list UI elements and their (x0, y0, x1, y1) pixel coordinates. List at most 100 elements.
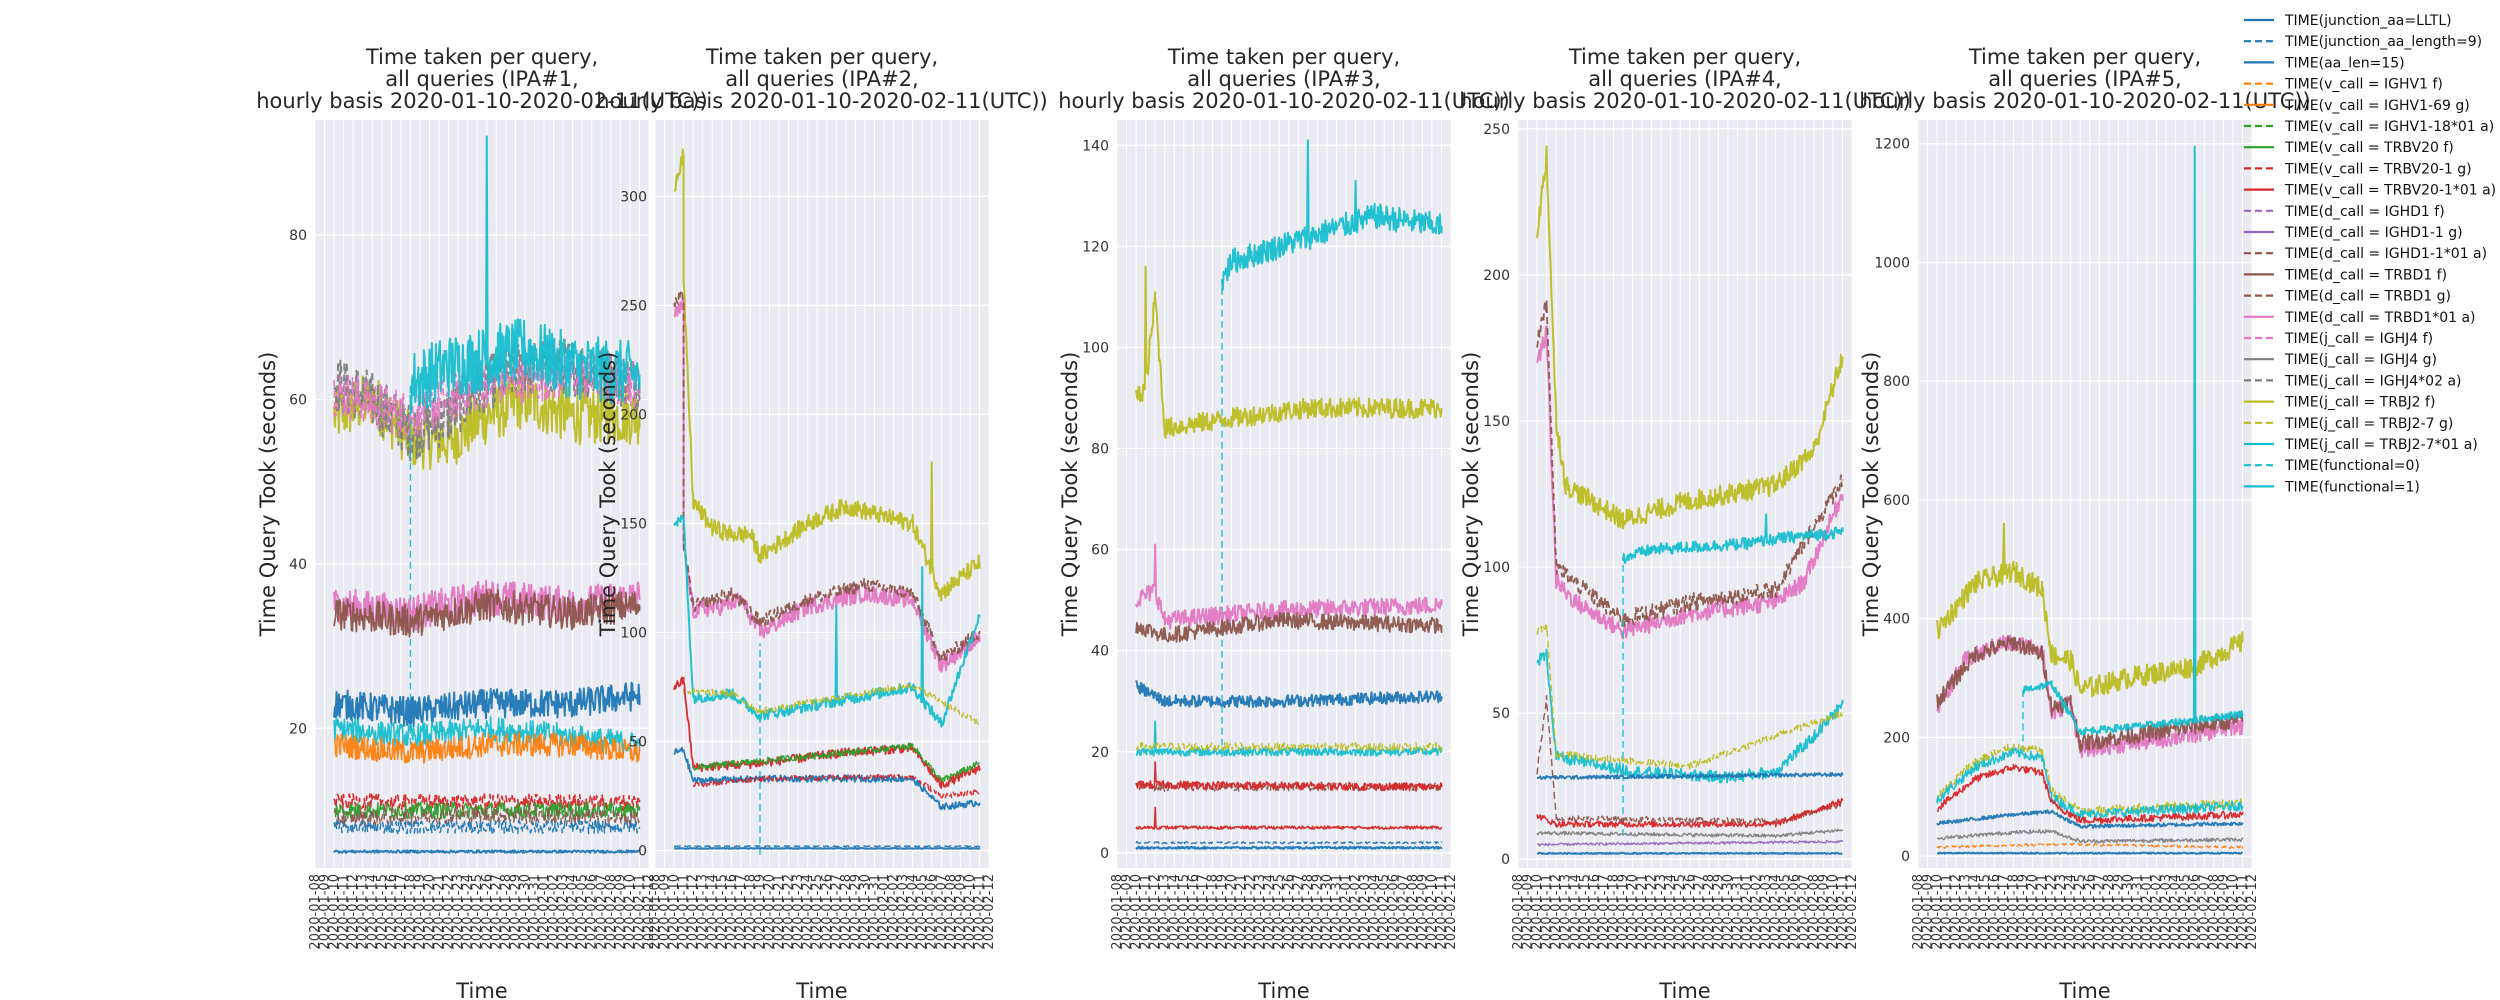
series-line-4 (409, 135, 641, 414)
legend-item: TIME(j_call = TRBJ2-7 g) (2284, 416, 2453, 432)
x-tick-label: 2020-01-11 (1139, 874, 1154, 950)
series-line-11 (333, 793, 641, 812)
x-tick-label: 2020-01-17 (734, 874, 749, 950)
x-tick-label: 2020-01-22 (1645, 874, 1660, 950)
legend-item: TIME(d_call = TRBD1*01 a) (2284, 310, 2476, 326)
legend-item: TIME(d_call = IGHD1-1 g) (2284, 225, 2463, 241)
x-tick-label: 2020-01-16 (1186, 874, 1201, 950)
x-tick-label: 2020-01-31 (2130, 874, 2145, 950)
legend-item: TIME(v_call = TRBV20-1 g) (2284, 161, 2472, 177)
panel-2: 2020-01-082020-01-092020-01-102020-01-11… (596, 45, 1048, 1000)
legend-item: TIME(d_call = IGHD1 f) (2284, 204, 2445, 220)
x-tick-label: 2020-01-24 (2064, 874, 2079, 950)
plot-area (1117, 120, 1451, 868)
x-tick-label: 2020-01-08 (308, 874, 323, 950)
y-axis-label: Time Query Took (seconds) (1058, 352, 1082, 638)
legend-item: TIME(j_call = IGHJ4 g) (2284, 352, 2437, 368)
x-tick-label: 2020-02-12 (982, 874, 997, 950)
x-tick-label: 2020-01-23 (1253, 874, 1268, 950)
y-tick-label: 400 (1883, 612, 1910, 628)
x-tick-label: 2020-01-18 (2006, 874, 2021, 950)
x-tick-label: 2020-02-02 (1750, 874, 1765, 950)
series-line-7 (1536, 622, 1844, 770)
legend-item: TIME(junction_aa=LLTL) (2284, 13, 2452, 29)
x-tick-label: 2020-01-10 (1530, 874, 1545, 950)
x-tick-label: 2020-01-26 (1683, 874, 1698, 950)
y-tick-label: 50 (1492, 706, 1510, 722)
x-tick-label: 2020-02-02 (1349, 874, 1364, 950)
x-tick-label: 2020-02-11 (632, 874, 647, 950)
panel-3: 2020-01-082020-01-092020-01-102020-01-11… (1058, 45, 1510, 1000)
x-tick-label: 2020-01-25 (1272, 874, 1287, 950)
legend-item: TIME(v_call = IGHV1 f) (2284, 77, 2443, 93)
x-tick-label: 2020-02-11 (972, 874, 987, 950)
series-line-7 (1936, 747, 2244, 819)
y-tick-label: 60 (1091, 543, 1109, 559)
x-tick-label: 2020-01-17 (1997, 874, 2012, 950)
x-tick-label: 2020-02-12 (2245, 874, 2260, 950)
y-tick-label: 800 (1883, 374, 1910, 390)
x-tick-label: 2020-01-29 (1310, 874, 1325, 950)
series-line-10 (1936, 829, 2244, 844)
x-tick-label: 2020-02-10 (623, 874, 638, 950)
y-tick-label: 20 (289, 721, 307, 737)
panel-title: Time taken per query, (1968, 45, 2201, 69)
x-tick-label: 2020-02-09 (1816, 874, 1831, 950)
y-axis-label: Time Query Took (seconds) (256, 352, 280, 638)
x-tick-label: 2020-01-13 (696, 874, 711, 950)
x-axis-label: Time (2058, 979, 2110, 1000)
series-line-3 (1536, 300, 1844, 627)
series-line-7 (333, 588, 641, 638)
x-tick-label: 2020-01-24 (1263, 874, 1278, 950)
x-tick-label: 2020-01-25 (810, 874, 825, 950)
series-line-3 (1135, 265, 1443, 439)
x-tick-label: 2020-02-01 (2140, 874, 2155, 950)
y-tick-label: 60 (289, 392, 307, 408)
x-tick-label: 2020-01-16 (1987, 874, 2002, 950)
x-tick-label: 2020-01-19 (753, 874, 768, 950)
series-line-13 (1135, 845, 1443, 850)
x-tick-label: 2020-01-19 (1215, 874, 1230, 950)
x-tick-label: 2020-02-05 (575, 874, 590, 950)
panel-title: Time taken per query, (705, 45, 938, 69)
panel-title: hourly basis 2020-01-10-2020-02-11(UTC)) (1859, 89, 2311, 113)
panel-title: Time taken per query, (365, 45, 598, 69)
y-tick-label: 150 (1483, 414, 1510, 430)
series-line-1 (673, 148, 981, 602)
x-tick-label: 2020-01-11 (1540, 874, 1555, 950)
x-tick-label: 2020-02-02 (887, 874, 902, 950)
series-line-8 (1536, 772, 1844, 780)
x-tick-label: 2020-01-09 (1120, 874, 1135, 950)
x-tick-label: 2020-01-08 (1110, 874, 1125, 950)
x-tick-label: 2020-01-30 (518, 874, 533, 950)
series-line-6 (682, 682, 981, 726)
legend-item: TIME(v_call = TRBV20 f) (2284, 140, 2454, 156)
x-tick-label: 2020-02-04 (566, 874, 581, 950)
x-axis-label: Time (455, 979, 507, 1000)
legend-item: TIME(v_call = IGHV1-69 g) (2284, 98, 2470, 114)
x-tick-label: 2020-02-07 (2197, 874, 2212, 950)
y-tick-label: 100 (1483, 560, 1510, 576)
x-tick-label: 2020-01-22 (2045, 874, 2060, 950)
x-tick-label: 2020-02-03 (896, 874, 911, 950)
panel-1: 2020-01-082020-01-092020-01-102020-01-11… (256, 45, 708, 1000)
x-tick-label: 2020-02-01 (1740, 874, 1755, 950)
x-tick-label: 2020-01-28 (839, 874, 854, 950)
legend-item: TIME(d_call = IGHD1-1*01 a) (2284, 246, 2487, 262)
x-tick-label: 2020-02-10 (963, 874, 978, 950)
x-tick-label: 2020-02-05 (2178, 874, 2193, 950)
x-tick-label: 2020-01-10 (1930, 874, 1945, 950)
x-tick-label: 2020-02-04 (2169, 874, 2184, 950)
panel-title: Time taken per query, (1568, 45, 1801, 69)
x-tick-label: 2020-02-08 (604, 874, 619, 950)
series-line-11 (673, 845, 981, 848)
y-tick-label: 250 (620, 298, 647, 314)
x-tick-label: 2020-02-10 (2226, 874, 2241, 950)
x-tick-label: 2020-01-20 (2026, 874, 2041, 950)
series-line-10 (692, 773, 981, 799)
x-tick-label: 2020-01-31 (1730, 874, 1745, 950)
x-tick-label: 2020-01-08 (1511, 874, 1526, 950)
x-tick-label: 2020-01-14 (1167, 874, 1182, 950)
x-tick-label: 2020-01-23 (451, 874, 466, 950)
series-group (1135, 139, 1443, 850)
